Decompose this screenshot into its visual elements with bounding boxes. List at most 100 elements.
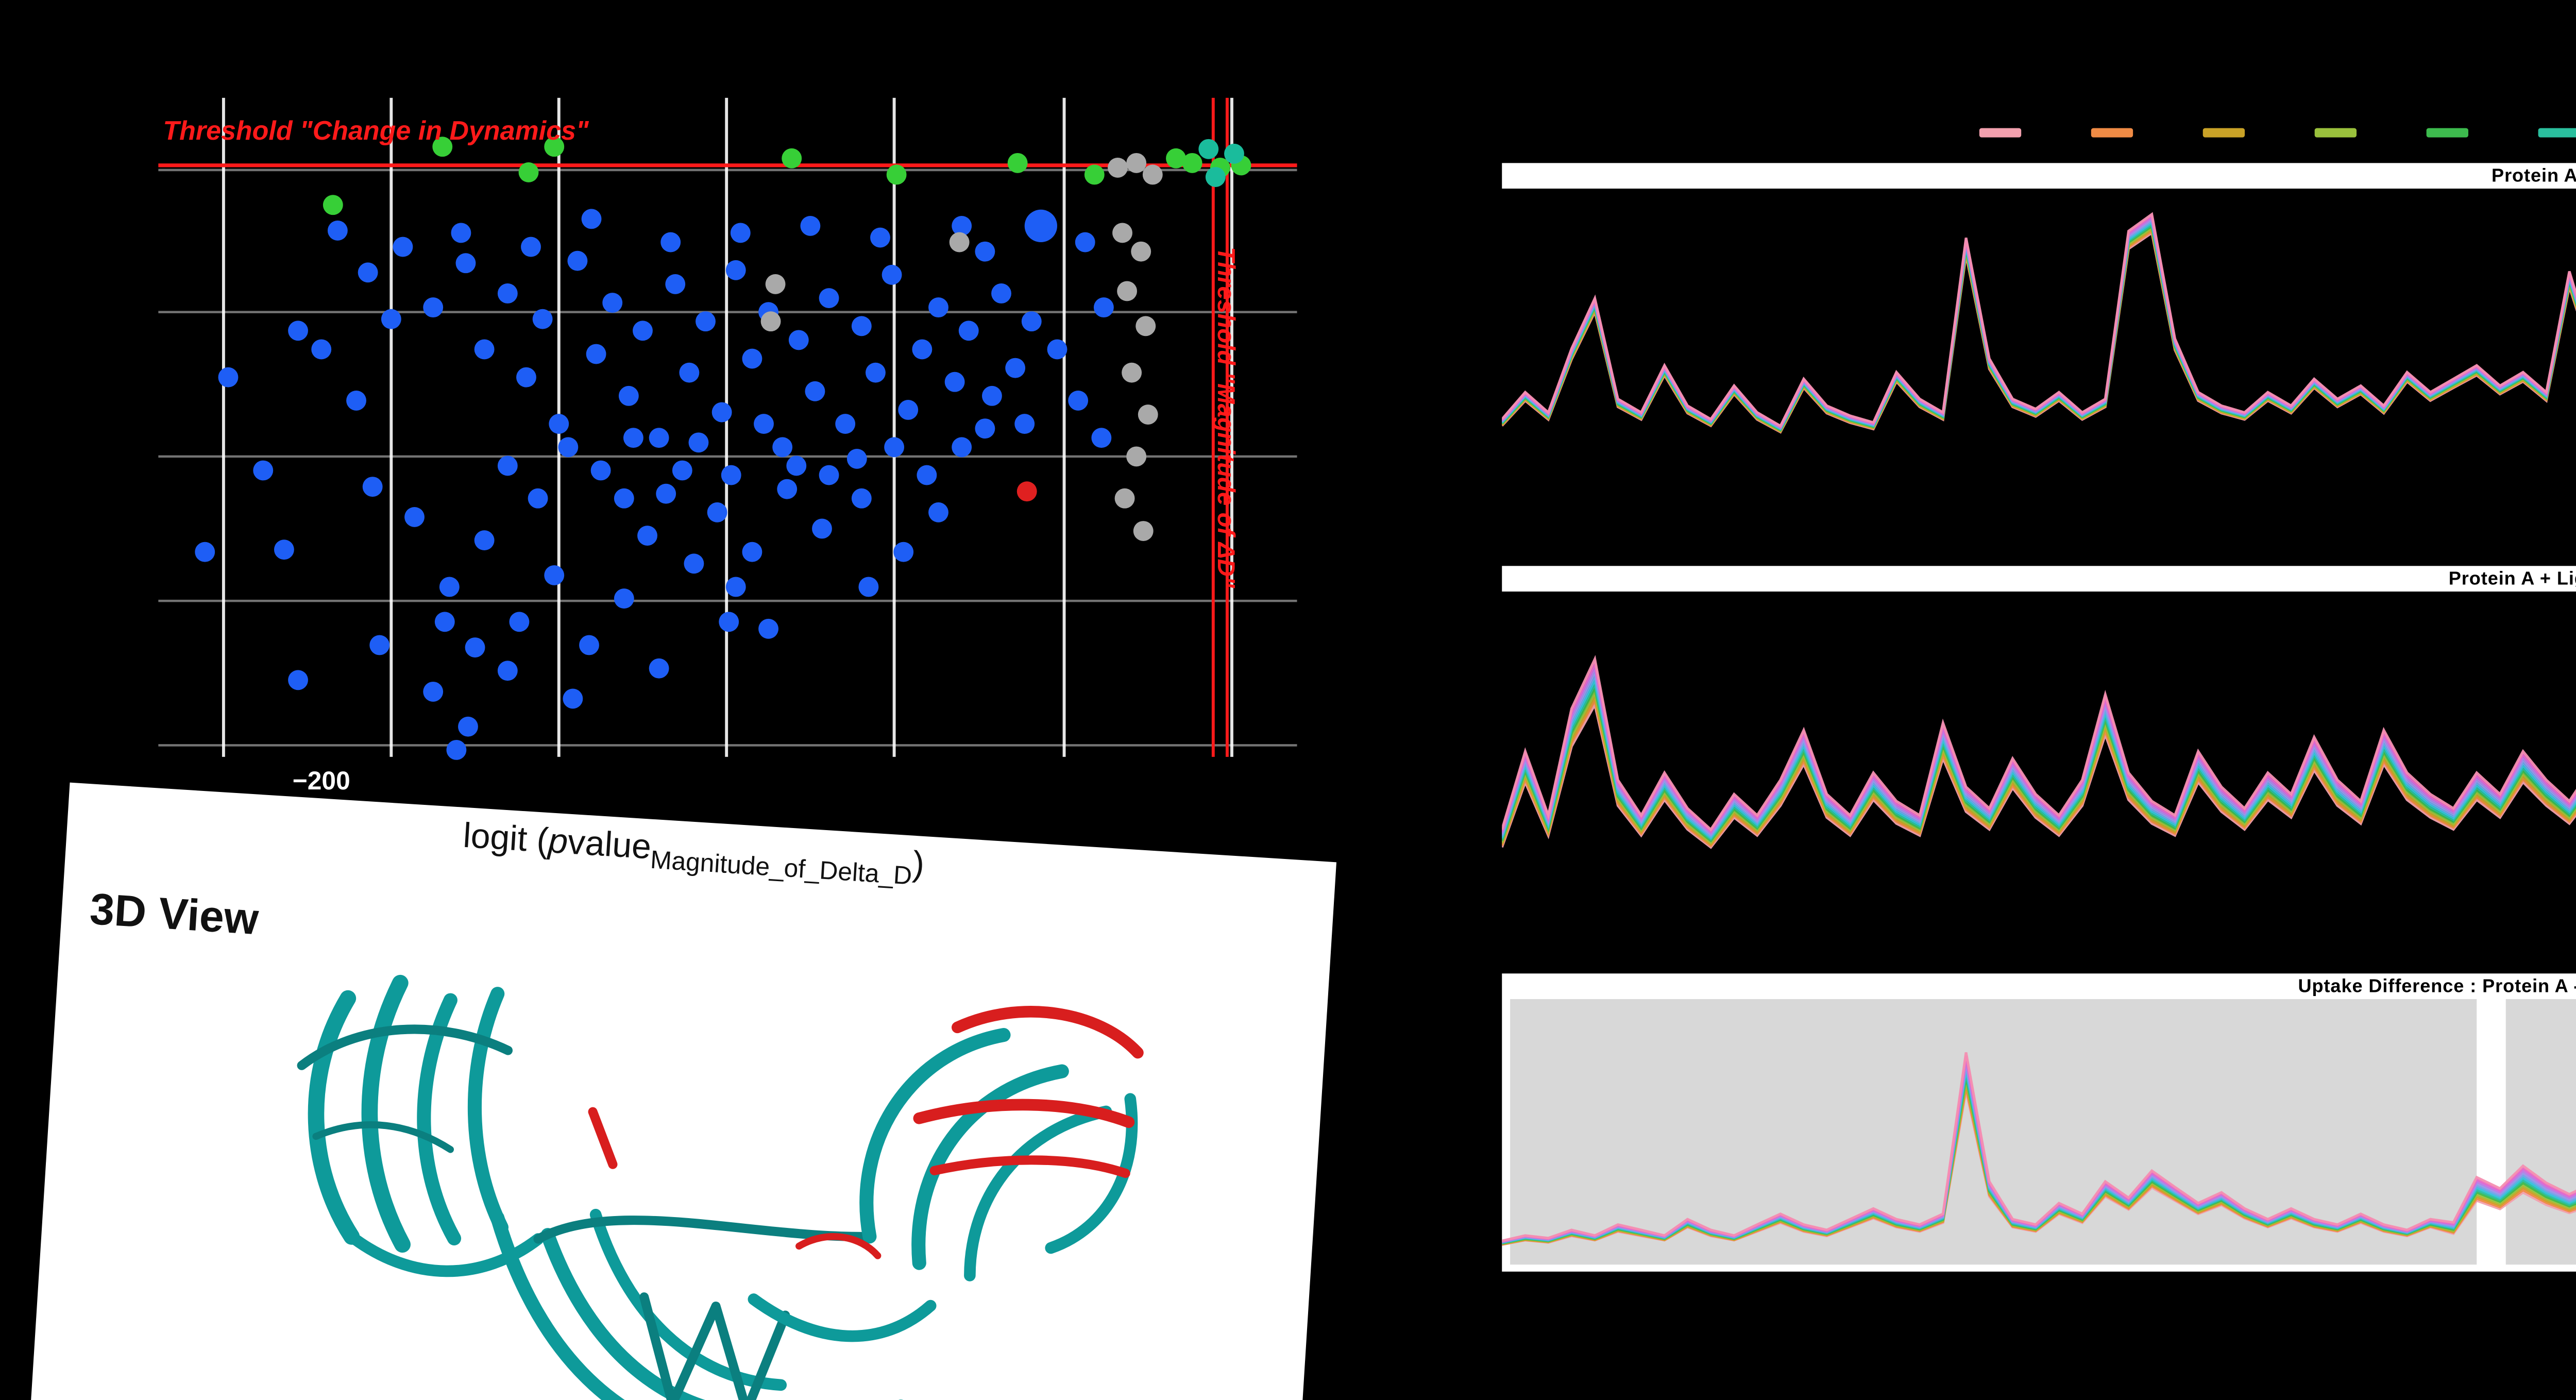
volcano-data-point[interactable] — [765, 274, 786, 294]
volcano-data-point[interactable] — [544, 565, 565, 585]
uptake-trace[interactable] — [1502, 222, 2576, 451]
legend-timepoint-swatch[interactable] — [2202, 128, 2245, 138]
volcano-data-point[interactable] — [451, 223, 471, 243]
volcano-data-point[interactable] — [805, 381, 825, 401]
volcano-data-point[interactable] — [423, 681, 444, 702]
volcano-data-point[interactable] — [1126, 446, 1147, 467]
volcano-data-point[interactable] — [819, 288, 839, 308]
volcano-data-point[interactable] — [870, 227, 890, 248]
volcano-data-point[interactable] — [1024, 209, 1057, 243]
uptake-trace[interactable] — [1502, 621, 2576, 838]
volcano-data-point[interactable] — [819, 465, 839, 485]
volcano-data-point[interactable] — [866, 362, 886, 383]
volcano-data-point[interactable] — [949, 232, 970, 252]
volcano-data-point[interactable] — [1138, 404, 1158, 425]
volcano-data-point[interactable] — [618, 385, 639, 406]
volcano-data-point[interactable] — [509, 612, 530, 632]
volcano-data-point[interactable] — [975, 418, 995, 439]
volcano-data-point[interactable] — [665, 274, 686, 294]
volcano-data-point[interactable] — [1108, 157, 1128, 178]
volcano-data-point[interactable] — [742, 542, 762, 562]
uptake-trace[interactable] — [1502, 641, 2576, 841]
volcano-data-point[interactable] — [1136, 316, 1156, 336]
volcano-data-point[interactable] — [590, 460, 611, 481]
volcano-data-point[interactable] — [581, 209, 602, 229]
volcano-data-point[interactable] — [195, 542, 215, 562]
volcano-data-point[interactable] — [1205, 167, 1226, 187]
volcano-data-point[interactable] — [851, 488, 872, 509]
volcano-data-point[interactable] — [1198, 139, 1219, 159]
legend-timepoint-swatch[interactable] — [2314, 128, 2357, 138]
volcano-data-point[interactable] — [782, 148, 802, 168]
volcano-data-point[interactable] — [981, 385, 1002, 406]
volcano-data-point[interactable] — [497, 283, 518, 303]
volcano-data-point[interactable] — [528, 488, 548, 509]
volcano-data-point[interactable] — [1021, 311, 1042, 332]
volcano-data-point[interactable] — [362, 477, 383, 497]
volcano-data-point[interactable] — [474, 339, 495, 360]
volcano-data-point[interactable] — [944, 372, 965, 392]
volcano-data-point[interactable] — [521, 237, 541, 257]
volcano-data-point[interactable] — [786, 456, 807, 476]
volcano-data-point[interactable] — [579, 635, 599, 655]
volcano-data-point[interactable] — [1117, 281, 1138, 301]
volcano-data-point[interactable] — [760, 311, 781, 332]
volcano-data-point[interactable] — [952, 437, 972, 458]
volcano-data-point[interactable] — [1084, 164, 1105, 185]
volcano-data-point[interactable] — [1047, 339, 1067, 360]
volcano-data-point[interactable] — [1122, 362, 1142, 383]
uptake-trace[interactable] — [1502, 230, 2576, 470]
uptake-trace[interactable] — [1502, 681, 2576, 848]
volcano-data-point[interactable] — [369, 635, 390, 655]
protein-3d-structure[interactable] — [156, 918, 1166, 1400]
volcano-data-point[interactable] — [567, 250, 588, 271]
volcano-data-point[interactable] — [688, 432, 709, 453]
volcano-data-point[interactable] — [423, 297, 444, 318]
volcano-data-point[interactable] — [497, 456, 518, 476]
volcano-data-point[interactable] — [1093, 297, 1114, 318]
uptake-trace[interactable] — [1502, 213, 2576, 431]
volcano-data-point[interactable] — [602, 293, 623, 313]
legend-timepoint-swatch[interactable] — [2538, 128, 2576, 138]
uptake-trace[interactable] — [1502, 229, 2576, 466]
volcano-data-point[interactable] — [851, 316, 872, 336]
legend-timepoint-swatch[interactable] — [2091, 128, 2133, 138]
volcano-data-point[interactable] — [772, 437, 793, 458]
volcano-data-point[interactable] — [711, 402, 732, 423]
uptake-chart-protein-a[interactable] — [1502, 189, 2576, 543]
volcano-data-point[interactable] — [455, 253, 476, 274]
uptake-chart-protein-a-ligand[interactable] — [1502, 592, 2576, 946]
volcano-data-point[interactable] — [958, 321, 979, 341]
volcano-data-point[interactable] — [633, 321, 653, 341]
volcano-data-point[interactable] — [1068, 390, 1089, 411]
legend-timepoint-swatch[interactable] — [2426, 128, 2468, 138]
volcano-data-point[interactable] — [812, 518, 832, 539]
volcano-data-point[interactable] — [917, 465, 937, 485]
volcano-data-point[interactable] — [434, 612, 455, 632]
volcano-data-point[interactable] — [679, 362, 700, 383]
uptake-trace[interactable] — [1502, 631, 2576, 840]
volcano-data-point[interactable] — [288, 321, 308, 341]
volcano-data-point[interactable] — [758, 618, 778, 639]
volcano-data-point[interactable] — [381, 309, 401, 329]
volcano-data-point[interactable] — [742, 348, 762, 369]
volcano-data-point[interactable] — [323, 195, 343, 215]
volcano-data-point[interactable] — [288, 670, 308, 690]
volcano-data-point[interactable] — [725, 260, 746, 280]
volcano-chart-canvas[interactable] — [158, 97, 1297, 760]
volcano-data-point[interactable] — [858, 577, 879, 597]
uptake-trace[interactable] — [1502, 212, 2576, 428]
volcano-data-point[interactable] — [882, 264, 902, 285]
uptake-trace[interactable] — [1502, 215, 2576, 435]
volcano-data-point[interactable] — [563, 688, 583, 709]
volcano-data-point[interactable] — [649, 428, 669, 448]
volcano-data-point[interactable] — [1114, 488, 1135, 509]
volcano-data-point[interactable] — [730, 223, 751, 243]
volcano-data-point[interactable] — [1005, 358, 1026, 378]
volcano-data-point[interactable] — [835, 414, 856, 434]
volcano-data-point[interactable] — [886, 164, 907, 185]
volcano-data-point[interactable] — [1131, 241, 1151, 262]
volcano-data-point[interactable] — [218, 367, 239, 387]
volcano-data-point[interactable] — [991, 283, 1011, 303]
volcano-data-point[interactable] — [912, 339, 933, 360]
